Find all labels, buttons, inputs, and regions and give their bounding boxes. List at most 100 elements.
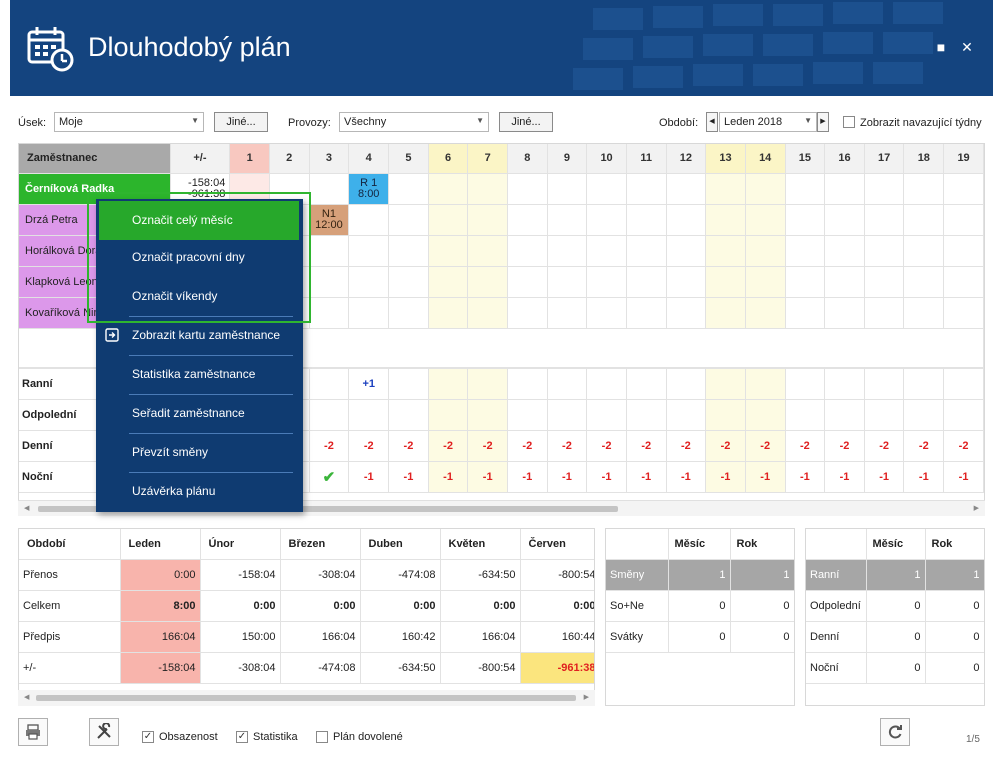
day-cell[interactable] <box>824 235 865 267</box>
day-header[interactable]: 8 <box>507 144 548 174</box>
day-cell[interactable] <box>507 266 548 298</box>
day-cell[interactable] <box>467 235 508 267</box>
prev-period-button[interactable]: ◀ <box>706 112 718 132</box>
day-header[interactable]: 14 <box>745 144 786 174</box>
day-cell[interactable] <box>547 266 588 298</box>
day-cell[interactable] <box>626 297 667 329</box>
menu-item-mark-workdays[interactable]: Označit pracovní dny <box>132 250 245 264</box>
day-cell[interactable] <box>903 235 945 267</box>
print-button[interactable] <box>18 718 48 746</box>
day-cell[interactable] <box>547 297 588 329</box>
close-icon[interactable]: ✕ <box>961 39 973 55</box>
day-cell[interactable] <box>586 204 627 236</box>
day-cell[interactable] <box>903 266 945 298</box>
day-cell[interactable] <box>705 204 746 236</box>
day-cell[interactable] <box>507 173 548 205</box>
provozy-other-button[interactable]: Jiné... <box>499 112 553 132</box>
day-cell[interactable] <box>705 235 746 267</box>
day-header[interactable]: 12 <box>666 144 707 174</box>
day-cell[interactable]: R 1 8:00 <box>348 173 390 205</box>
day-cell[interactable] <box>586 235 627 267</box>
day-cell[interactable] <box>586 173 627 205</box>
day-cell[interactable] <box>388 297 429 329</box>
day-cell[interactable] <box>388 235 429 267</box>
day-cell[interactable] <box>943 173 984 205</box>
next-period-button[interactable]: ▶ <box>817 112 829 132</box>
day-header[interactable]: 10 <box>586 144 627 174</box>
day-cell[interactable] <box>666 235 707 267</box>
day-cell[interactable] <box>428 266 469 298</box>
day-cell[interactable] <box>745 235 786 267</box>
day-cell[interactable] <box>785 204 826 236</box>
day-cell[interactable] <box>785 235 826 267</box>
show-weeks-checkbox[interactable] <box>843 116 855 128</box>
day-cell[interactable] <box>903 297 945 329</box>
menu-item-employee-card[interactable]: Zobrazit kartu zaměstnance <box>132 328 281 342</box>
day-cell[interactable] <box>943 204 984 236</box>
day-cell[interactable] <box>864 235 905 267</box>
scroll-thumb[interactable] <box>36 695 576 701</box>
day-cell[interactable] <box>785 173 826 205</box>
day-header[interactable]: 17 <box>864 144 905 174</box>
day-cell[interactable] <box>586 266 627 298</box>
day-cell[interactable] <box>309 173 350 205</box>
day-cell[interactable] <box>943 266 984 298</box>
day-cell[interactable] <box>309 235 350 267</box>
day-cell[interactable] <box>388 204 429 236</box>
day-header[interactable]: 19 <box>943 144 984 174</box>
settings-button[interactable] <box>89 718 119 746</box>
day-cell[interactable] <box>705 297 746 329</box>
plan-dovolene-checkbox[interactable] <box>316 731 328 743</box>
summary-horizontal-scrollbar[interactable]: ◀ ▶ <box>18 690 595 706</box>
day-cell[interactable] <box>705 266 746 298</box>
day-cell[interactable] <box>428 204 469 236</box>
day-cell[interactable] <box>428 173 469 205</box>
day-cell[interactable] <box>864 266 905 298</box>
day-header[interactable]: 18 <box>903 144 945 174</box>
day-header[interactable]: 11 <box>626 144 667 174</box>
employee-column-header[interactable]: Zaměstnanec <box>19 144 171 174</box>
day-cell[interactable] <box>348 235 390 267</box>
balance-column-header[interactable]: +/- <box>170 144 231 174</box>
day-cell[interactable] <box>666 297 707 329</box>
menu-item-mark-month[interactable]: Označit celý měsíc <box>99 201 299 240</box>
maximize-icon[interactable]: ■ <box>936 39 946 55</box>
day-header[interactable]: 1 <box>229 144 270 174</box>
menu-item-take-over-shifts[interactable]: Převzít směny <box>132 445 209 459</box>
scroll-left-icon[interactable]: ◀ <box>24 505 30 512</box>
day-cell[interactable] <box>467 266 508 298</box>
usek-select[interactable]: Moje ▼ <box>54 112 204 132</box>
day-cell[interactable] <box>705 173 746 205</box>
day-cell[interactable] <box>745 173 786 205</box>
day-header[interactable]: 2 <box>269 144 310 174</box>
usek-other-button[interactable]: Jiné... <box>214 112 268 132</box>
day-cell[interactable] <box>666 204 707 236</box>
day-cell[interactable] <box>467 297 508 329</box>
day-header[interactable]: 4 <box>348 144 390 174</box>
day-cell[interactable] <box>507 204 548 236</box>
day-cell[interactable] <box>626 235 667 267</box>
refresh-button[interactable] <box>880 718 910 746</box>
day-cell[interactable]: N1 12:00 <box>309 204 350 236</box>
day-cell[interactable] <box>309 297 350 329</box>
day-cell[interactable] <box>388 266 429 298</box>
day-cell[interactable] <box>428 235 469 267</box>
scroll-left-icon[interactable]: ◀ <box>24 694 30 701</box>
day-header[interactable]: 6 <box>428 144 469 174</box>
day-cell[interactable] <box>348 204 390 236</box>
obsazenost-checkbox[interactable]: ✓ <box>142 731 154 743</box>
day-cell[interactable] <box>943 235 984 267</box>
day-cell[interactable] <box>348 266 390 298</box>
day-cell[interactable] <box>547 235 588 267</box>
menu-item-mark-weekends[interactable]: Označit víkendy <box>132 289 218 303</box>
obdobi-select[interactable]: Leden 2018 ▼ <box>719 112 817 132</box>
day-cell[interactable] <box>467 173 508 205</box>
day-cell[interactable] <box>626 173 667 205</box>
day-cell[interactable] <box>864 173 905 205</box>
day-header[interactable]: 9 <box>547 144 588 174</box>
scroll-thumb[interactable] <box>38 506 618 512</box>
day-cell[interactable] <box>824 266 865 298</box>
day-header[interactable]: 5 <box>388 144 429 174</box>
day-header[interactable]: 13 <box>705 144 746 174</box>
day-cell[interactable] <box>586 297 627 329</box>
